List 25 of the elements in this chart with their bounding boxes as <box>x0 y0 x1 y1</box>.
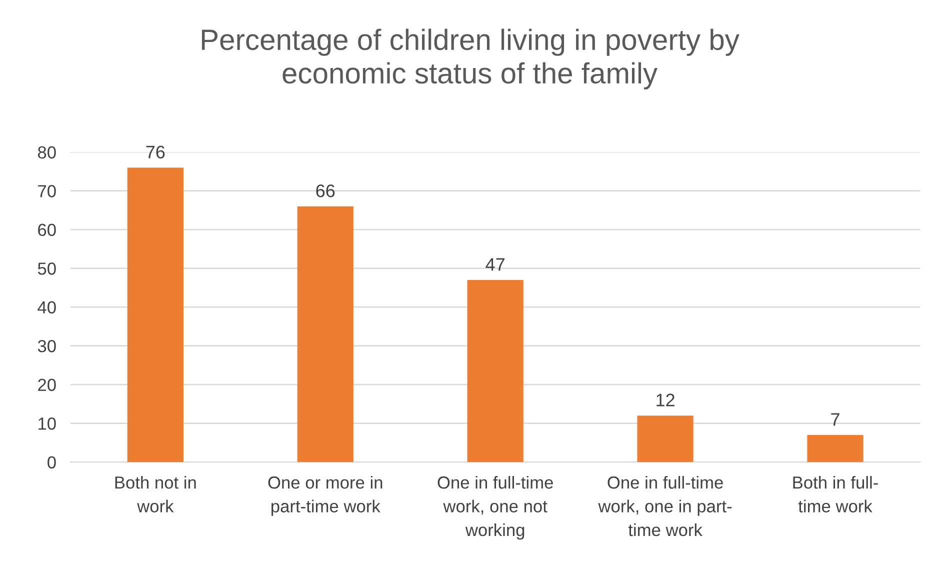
data-label: 7 <box>831 413 840 426</box>
x-tick-label: One or more in part-time work <box>268 476 382 516</box>
chart-title: Percentage of children living in poverty by economic status of the family <box>202 28 740 90</box>
bar <box>297 206 354 462</box>
y-tick-label: 50 <box>38 262 56 275</box>
data-label: 66 <box>316 184 335 198</box>
data-label: 76 <box>146 146 165 158</box>
y-tick-label: 30 <box>38 340 56 352</box>
bar <box>127 168 184 462</box>
bar <box>807 434 864 462</box>
data-label: 47 <box>486 258 504 271</box>
y-tick-label: 10 <box>38 417 56 430</box>
x-tick-label: One in full-time work, one in part- time work <box>598 476 732 536</box>
x-tick-label: One in full-time work, one not working <box>438 476 553 540</box>
y-tick-label: 60 <box>38 224 56 236</box>
y-tick-label: 80 <box>38 146 56 159</box>
bar <box>467 280 524 462</box>
data-label: 12 <box>656 394 674 406</box>
y-tick-label: 0 <box>48 456 56 469</box>
y-tick-label: 70 <box>38 185 56 198</box>
x-tick-label: Both in full- time work <box>793 476 878 512</box>
y-tick-label: 40 <box>38 301 56 314</box>
bar <box>637 416 694 462</box>
y-tick-label: 20 <box>38 378 56 392</box>
x-tick-label: Both not in work <box>115 476 196 512</box>
